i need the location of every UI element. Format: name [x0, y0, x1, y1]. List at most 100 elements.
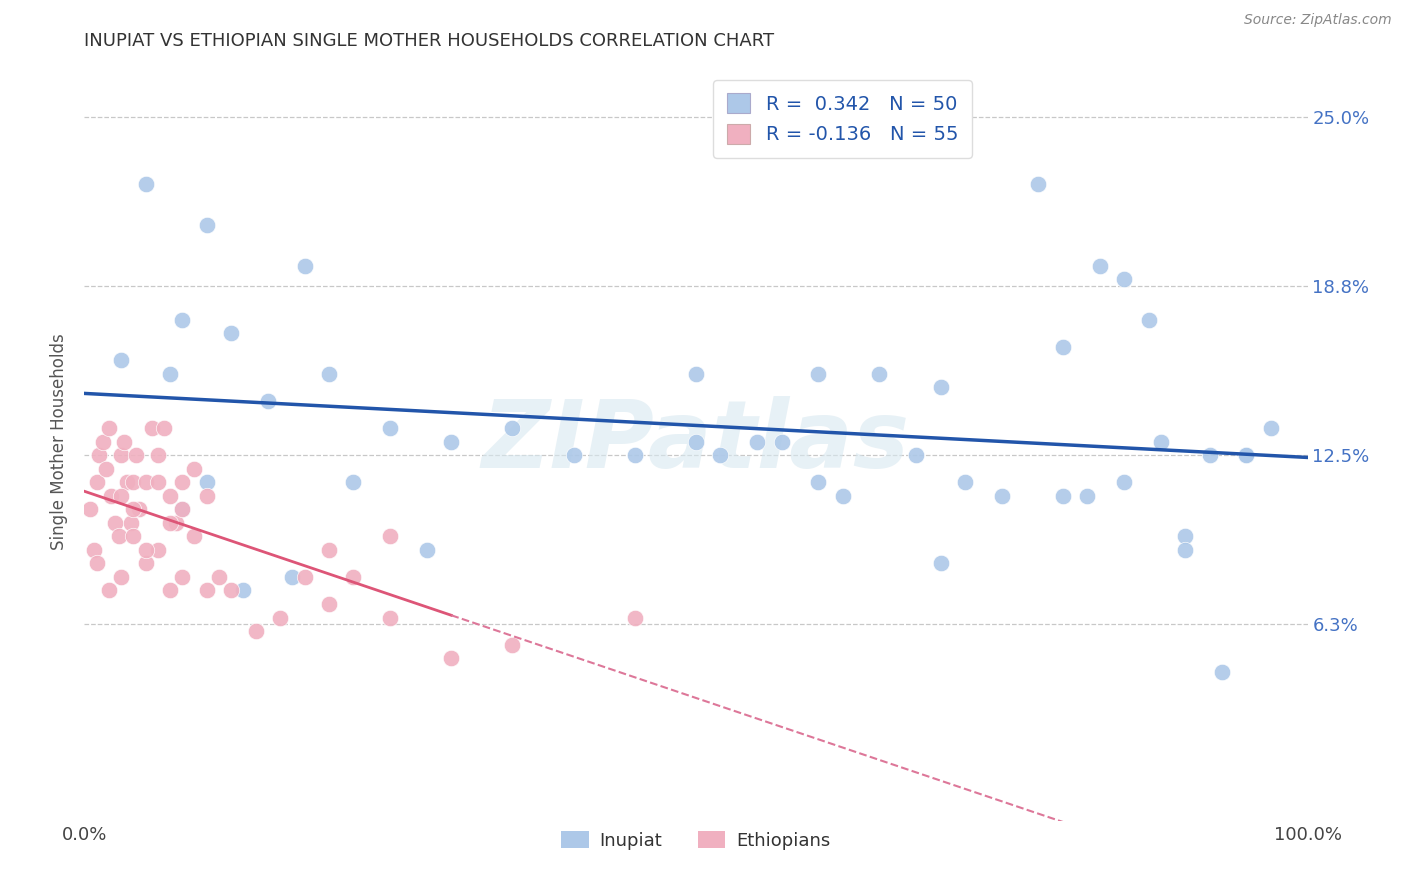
- Point: [1028, 178, 1050, 192]
- Point: [281, 570, 304, 584]
- Point: [685, 367, 707, 381]
- Point: [770, 434, 793, 449]
- Point: [380, 610, 402, 624]
- Point: [869, 367, 891, 381]
- Point: [219, 583, 242, 598]
- Point: [318, 542, 340, 557]
- Legend: Inupiat, Ethiopians: Inupiat, Ethiopians: [554, 824, 838, 857]
- Text: ZIPatlas: ZIPatlas: [482, 395, 910, 488]
- Point: [1260, 421, 1282, 435]
- Point: [294, 570, 316, 584]
- Point: [172, 312, 194, 326]
- Point: [1052, 489, 1074, 503]
- Point: [807, 475, 830, 490]
- Point: [172, 570, 194, 584]
- Point: [195, 475, 218, 490]
- Point: [1088, 259, 1111, 273]
- Point: [128, 502, 150, 516]
- Point: [159, 583, 181, 598]
- Point: [342, 570, 364, 584]
- Point: [380, 529, 402, 543]
- Point: [1137, 312, 1160, 326]
- Point: [165, 516, 187, 530]
- Point: [172, 502, 194, 516]
- Text: INUPIAT VS ETHIOPIAN SINGLE MOTHER HOUSEHOLDS CORRELATION CHART: INUPIAT VS ETHIOPIAN SINGLE MOTHER HOUSE…: [84, 32, 775, 50]
- Point: [953, 475, 976, 490]
- Point: [159, 516, 181, 530]
- Point: [219, 326, 242, 341]
- Point: [115, 475, 138, 490]
- Point: [159, 367, 181, 381]
- Point: [991, 489, 1014, 503]
- Point: [440, 434, 463, 449]
- Point: [97, 583, 120, 598]
- Point: [135, 557, 157, 571]
- Point: [1076, 489, 1098, 503]
- Point: [380, 421, 402, 435]
- Point: [624, 610, 647, 624]
- Point: [929, 380, 952, 394]
- Point: [122, 475, 145, 490]
- Point: [1114, 272, 1136, 286]
- Point: [318, 597, 340, 611]
- Point: [1114, 475, 1136, 490]
- Point: [416, 542, 439, 557]
- Point: [141, 421, 163, 435]
- Point: [91, 434, 114, 449]
- Point: [342, 475, 364, 490]
- Point: [245, 624, 267, 639]
- Point: [110, 353, 132, 368]
- Point: [624, 448, 647, 462]
- Point: [195, 583, 218, 598]
- Point: [195, 218, 218, 232]
- Point: [1236, 448, 1258, 462]
- Point: [172, 502, 194, 516]
- Y-axis label: Single Mother Households: Single Mother Households: [51, 334, 69, 549]
- Point: [1174, 542, 1197, 557]
- Point: [1198, 448, 1220, 462]
- Point: [1211, 665, 1233, 679]
- Point: [122, 529, 145, 543]
- Point: [135, 475, 157, 490]
- Point: [83, 542, 105, 557]
- Point: [97, 421, 120, 435]
- Point: [1236, 448, 1258, 462]
- Point: [294, 259, 316, 273]
- Point: [96, 461, 118, 475]
- Point: [183, 529, 205, 543]
- Point: [208, 570, 231, 584]
- Point: [562, 448, 585, 462]
- Point: [318, 367, 340, 381]
- Point: [807, 367, 830, 381]
- Point: [269, 610, 291, 624]
- Point: [183, 461, 205, 475]
- Point: [747, 434, 769, 449]
- Point: [135, 542, 157, 557]
- Point: [100, 489, 122, 503]
- Point: [502, 638, 524, 652]
- Point: [685, 434, 707, 449]
- Point: [110, 489, 132, 503]
- Point: [146, 448, 169, 462]
- Point: [502, 421, 524, 435]
- Point: [709, 448, 731, 462]
- Point: [153, 421, 176, 435]
- Point: [104, 516, 127, 530]
- Point: [122, 502, 145, 516]
- Point: [120, 516, 142, 530]
- Point: [146, 542, 169, 557]
- Point: [929, 557, 952, 571]
- Point: [79, 502, 101, 516]
- Point: [905, 448, 928, 462]
- Point: [125, 448, 148, 462]
- Point: [257, 393, 280, 408]
- Point: [1052, 340, 1074, 354]
- Point: [172, 475, 194, 490]
- Point: [110, 448, 132, 462]
- Point: [87, 448, 110, 462]
- Point: [86, 475, 108, 490]
- Point: [146, 475, 169, 490]
- Point: [112, 434, 135, 449]
- Point: [110, 570, 132, 584]
- Point: [1174, 529, 1197, 543]
